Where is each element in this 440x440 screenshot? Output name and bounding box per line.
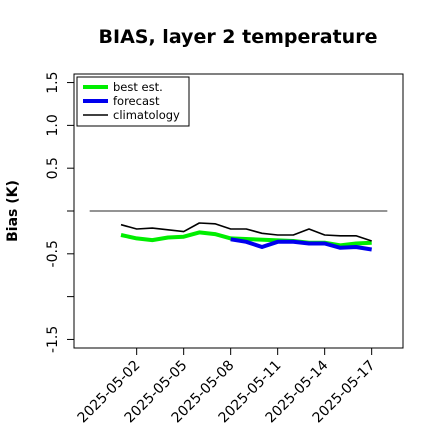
series-line-1 [230, 237, 373, 252]
y-tick-label: 1.0 [45, 114, 61, 136]
legend-label: best est. [113, 80, 163, 94]
chart-title: BIAS, layer 2 temperature [99, 26, 378, 48]
series-line-0 [120, 230, 372, 248]
y-tick-label: -1.5 [45, 326, 61, 353]
legend-label: forecast [113, 94, 160, 108]
series-layer [120, 222, 373, 252]
y-tick-label: -0.5 [45, 240, 61, 267]
legend-label: climatology [113, 108, 180, 122]
series-line-2 [120, 222, 372, 242]
y-tick-label: 1.5 [45, 71, 61, 93]
y-tick-label: 0.5 [45, 157, 61, 179]
y-axis-label: Bias (K) [5, 180, 21, 242]
